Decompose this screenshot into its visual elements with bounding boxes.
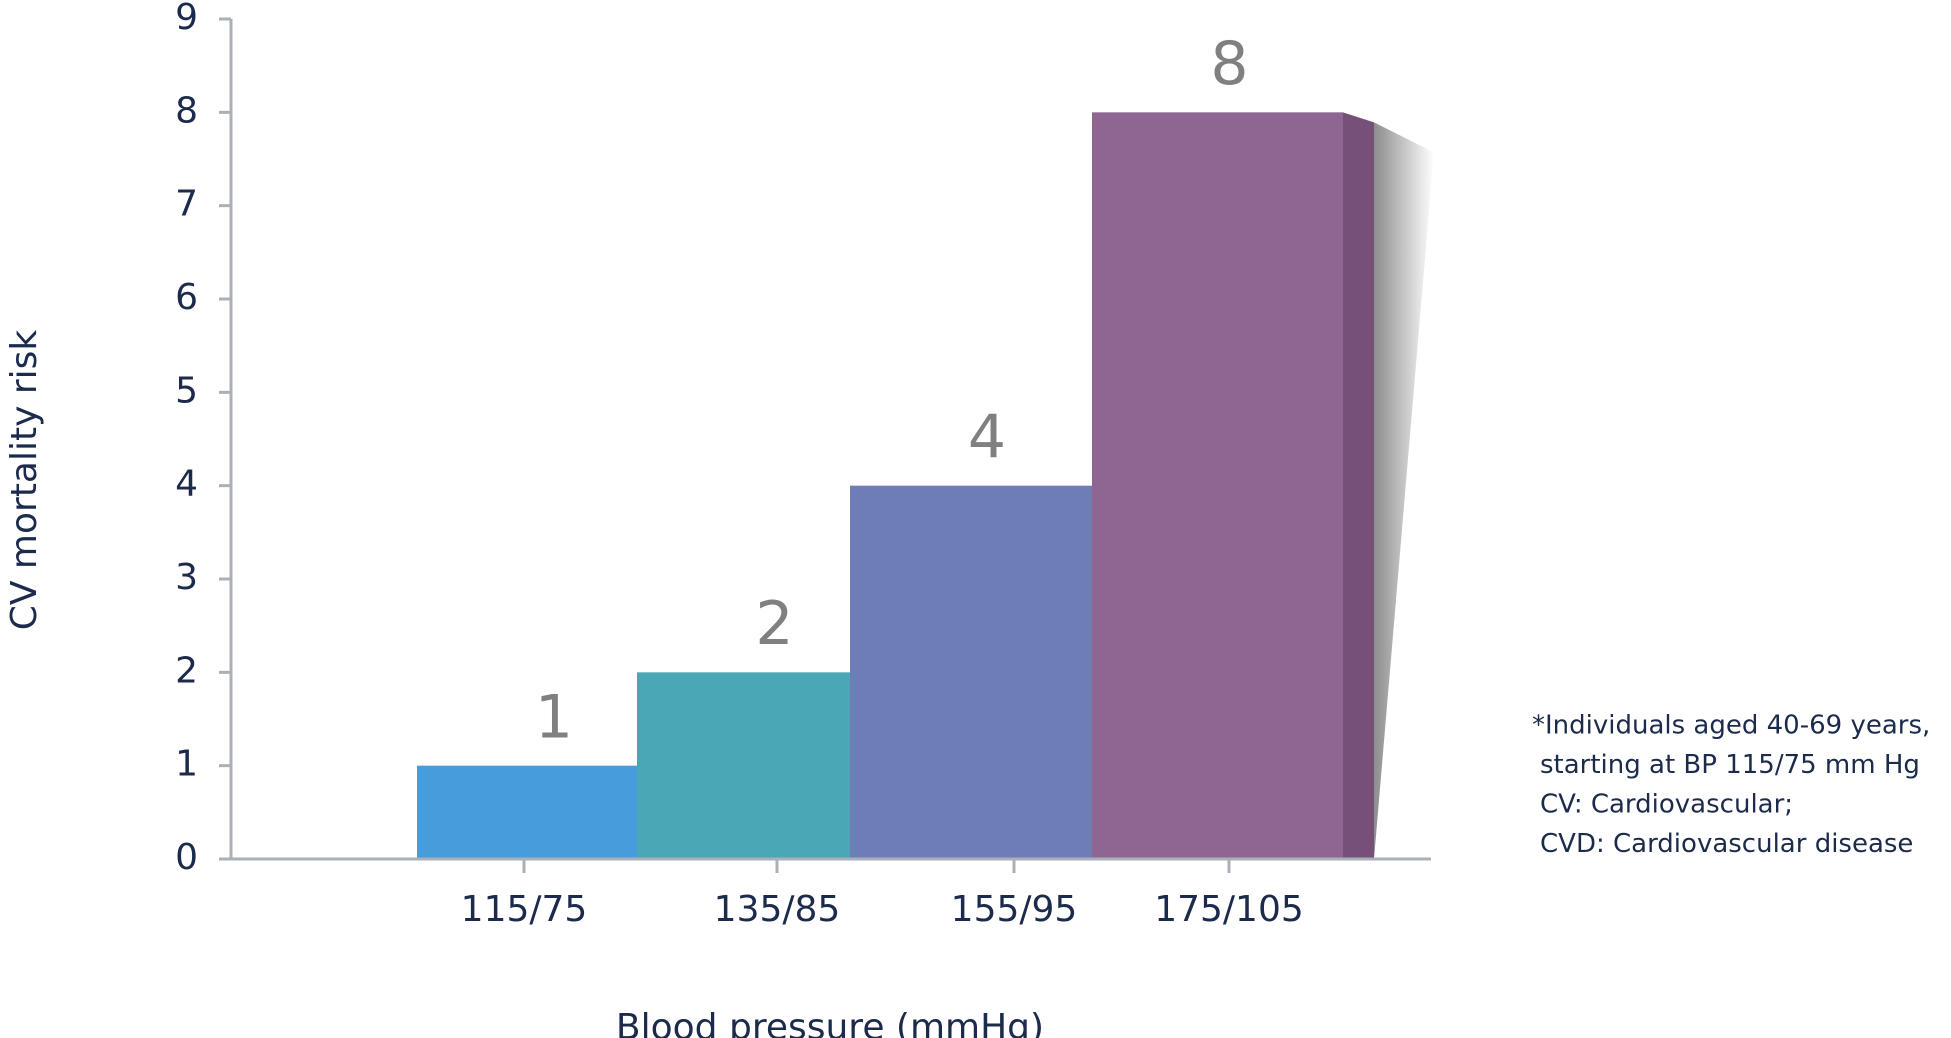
footnote: starting at BP 115/75 mm Hg: [1540, 750, 1920, 780]
x-tick-label: 175/105: [1154, 889, 1304, 930]
y-axis-title: CV mortality risk: [4, 330, 45, 631]
y-tick-label: 3: [175, 557, 198, 598]
x-tick-label: 155/95: [951, 889, 1078, 930]
y-tick-label: 8: [175, 90, 198, 131]
y-tick-label: 5: [175, 370, 198, 411]
x-tick-label: 135/85: [714, 889, 841, 930]
bar-shadow: [1374, 122, 1434, 860]
y-tick-label: 9: [175, 0, 198, 38]
bar-side: [1343, 112, 1374, 860]
bar: [637, 672, 888, 859]
footnote: *Individuals aged 40-69 years,: [1532, 711, 1930, 741]
value-label: 8: [1210, 29, 1248, 99]
y-tick-label: 7: [175, 184, 198, 225]
x-axis-title: Blood pressure (mmHg): [616, 1007, 1044, 1038]
footnote: CVD: Cardiovascular disease: [1540, 829, 1913, 859]
value-label: 2: [755, 589, 793, 659]
y-tick-label: 4: [175, 464, 198, 505]
value-label: 4: [968, 402, 1006, 472]
y-tick-label: 2: [175, 650, 198, 691]
bar: [1092, 112, 1343, 860]
footnote: CV: Cardiovascular;: [1540, 790, 1793, 820]
bar: [417, 765, 667, 859]
y-tick-label: 0: [175, 837, 198, 878]
y-tick-label: 1: [175, 744, 198, 785]
x-tick-label: 115/75: [461, 889, 588, 930]
bar: [850, 485, 1100, 859]
value-label: 1: [535, 682, 573, 752]
y-tick-label: 6: [175, 277, 198, 318]
